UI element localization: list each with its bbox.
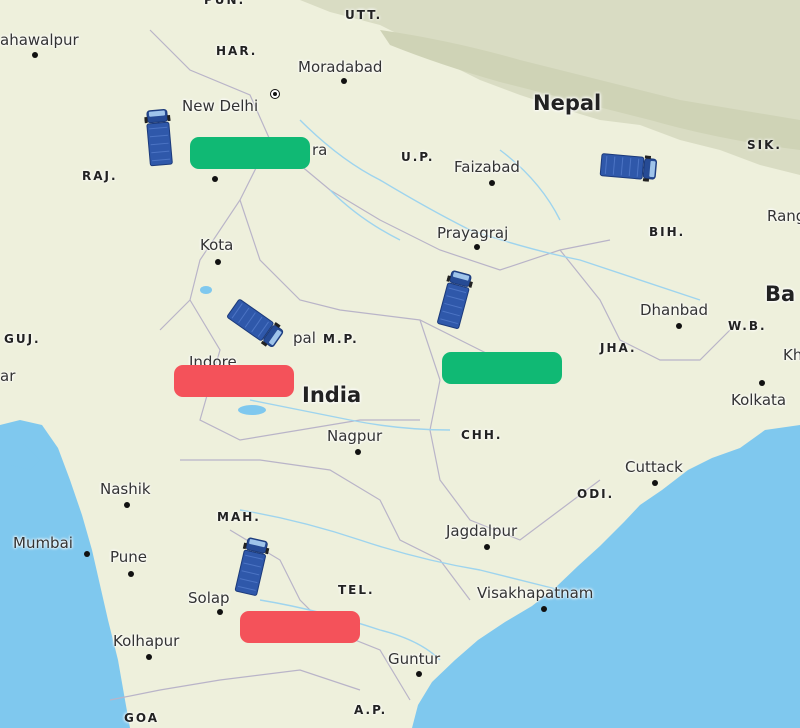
truck-icon[interactable]	[599, 152, 659, 183]
city-dot-icon	[676, 323, 682, 329]
city-dot-icon	[128, 571, 134, 577]
city-label-nagpur: Nagpur	[327, 427, 383, 445]
state-label-tel: TEL.	[338, 583, 375, 597]
state-label-up: U.P.	[401, 150, 435, 164]
city-label-mumbai: Mumbai	[13, 534, 73, 552]
city-label-moradabad: Moradabad	[298, 58, 383, 76]
city-label-solapur: Solap	[188, 589, 230, 607]
city-dot-icon	[146, 654, 152, 660]
capital-star-icon	[270, 89, 280, 99]
city-label-kolhapur: Kolhapur	[113, 632, 180, 650]
state-label-utt: UTT.	[345, 8, 383, 22]
truck-icon-graphic	[599, 153, 658, 182]
state-label-jha: JHA.	[600, 341, 637, 355]
state-label-ap: A.P.	[354, 703, 388, 717]
city-dot-icon	[341, 78, 347, 84]
city-label-kota: Kota	[200, 236, 234, 254]
state-label-sik: SIK.	[747, 138, 782, 152]
status-pill-red[interactable]	[174, 365, 294, 397]
status-pill-red[interactable]	[240, 611, 360, 643]
truck-icon-graphic	[144, 108, 173, 167]
city-label-agra: ra	[312, 141, 328, 159]
city-dot-icon	[124, 502, 130, 508]
status-pill-green[interactable]	[190, 137, 310, 169]
city-label-west-partial: ar	[0, 367, 16, 385]
city-label-bahawalpur: ahawalpur	[0, 31, 79, 49]
city-label-nashik: Nashik	[100, 480, 151, 498]
truck-icon[interactable]	[233, 535, 271, 597]
city-dot-icon	[484, 544, 490, 550]
city-label-bhopal: pal	[293, 329, 316, 347]
state-label-guj: GUJ.	[4, 332, 41, 346]
state-label-chh: CHH.	[461, 428, 503, 442]
city-dot-icon	[759, 380, 765, 386]
state-label-odi: ODI.	[577, 487, 615, 501]
city-dot-icon	[489, 180, 495, 186]
city-dot-icon	[217, 609, 223, 615]
city-label-jagdalpur: Jagdalpur	[446, 522, 518, 540]
city-label-rangpur-partial: Rang	[767, 207, 800, 225]
city-dot-icon	[212, 176, 218, 182]
truck-icon-graphic	[227, 299, 284, 347]
city-dot-icon	[474, 244, 480, 250]
state-label-wb: W.B.	[728, 319, 767, 333]
city-dot-icon	[32, 52, 38, 58]
city-label-guntur: Guntur	[388, 650, 441, 668]
status-pill-green[interactable]	[442, 352, 562, 384]
truck-icon[interactable]	[225, 297, 287, 352]
state-label-bih: BIH.	[649, 225, 686, 239]
city-dot-icon	[215, 259, 221, 265]
city-label-cuttack: Cuttack	[625, 458, 683, 476]
truck-icon-graphic	[234, 537, 270, 596]
city-label-khulna-partial: Kh	[783, 346, 800, 364]
city-label-new-delhi: New Delhi	[182, 97, 259, 115]
city-label-visakhapatnam: Visakhapatnam	[477, 584, 594, 602]
truck-icon[interactable]	[144, 107, 175, 167]
state-label-har: HAR.	[216, 44, 258, 58]
city-dot-icon	[84, 551, 90, 557]
state-label-mp: M.P.	[323, 332, 359, 346]
truck-icon-graphic	[437, 270, 473, 329]
city-dot-icon	[652, 480, 658, 486]
state-label-mah: MAH.	[217, 510, 261, 524]
country-label-india: India	[302, 383, 362, 407]
city-dot-icon	[416, 671, 422, 677]
city-dot-icon	[541, 606, 547, 612]
state-label-goa: GOA	[124, 711, 160, 725]
city-label-faizabad: Faizabad	[454, 158, 520, 176]
city-label-kolkata: Kolkata	[731, 391, 787, 409]
city-label-prayagraj: Prayagraj	[437, 224, 509, 242]
state-label-raj: RAJ.	[82, 169, 118, 183]
city-label-bangladesh-partial: Ba	[765, 282, 796, 306]
city-dot-icon	[355, 449, 361, 455]
country-label-nepal: Nepal	[533, 91, 602, 115]
city-label-dhanbad: Dhanbad	[640, 301, 708, 319]
city-label-pune: Pune	[110, 548, 148, 566]
state-label-pun: PUN.	[204, 0, 246, 7]
truck-icon[interactable]	[435, 268, 475, 331]
